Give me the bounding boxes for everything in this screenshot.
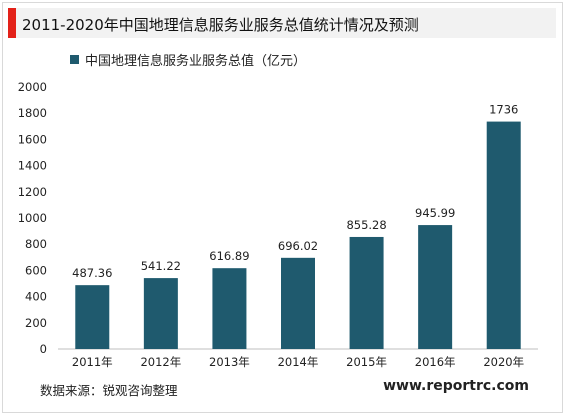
x-tick-label: 2020年 — [483, 355, 524, 369]
y-tick-label: 2000 — [18, 80, 47, 94]
chart-frame — [2, 2, 563, 413]
y-tick-label: 1600 — [18, 132, 47, 146]
y-tick-label: 1000 — [18, 211, 47, 225]
y-tick-label: 1200 — [18, 185, 47, 199]
website-label: www.reportrc.com — [383, 378, 529, 394]
title-bar: 2011-2020年中国地理信息服务业服务总值统计情况及预测 — [8, 8, 556, 38]
bar — [486, 121, 521, 349]
bar — [418, 225, 453, 349]
bar — [75, 285, 110, 349]
bar-value-label: 696.02 — [278, 239, 318, 253]
y-tick-label: 400 — [25, 290, 47, 304]
x-tick-label: 2016年 — [415, 355, 456, 369]
x-tick-label: 2014年 — [278, 355, 319, 369]
y-tick-label: 0 — [40, 342, 47, 356]
bar-value-label: 616.89 — [209, 249, 249, 263]
title-accent-bar — [8, 8, 16, 38]
data-source: 数据来源：锐观咨询整理 — [40, 383, 178, 398]
chart-title: 2011-2020年中国地理信息服务业服务总值统计情况及预测 — [22, 16, 419, 34]
bar-value-label: 541.22 — [141, 259, 181, 273]
x-tick-label: 2012年 — [140, 355, 181, 369]
legend: 中国地理信息服务业服务总值（亿元） — [70, 50, 306, 69]
y-tick-label: 1800 — [18, 106, 47, 120]
legend-label: 中国地理信息服务业服务总值（亿元） — [85, 54, 307, 69]
bar-value-label: 1736 — [489, 103, 518, 117]
bar — [212, 268, 247, 349]
bar — [349, 236, 384, 349]
bar — [143, 278, 178, 349]
x-tick-label: 2015年 — [346, 355, 387, 369]
y-tick-label: 800 — [25, 237, 47, 251]
x-tick-label: 2011年 — [72, 355, 113, 369]
y-tick-label: 1400 — [18, 159, 47, 173]
y-tick-label: 200 — [25, 316, 47, 330]
legend-swatch — [70, 55, 79, 64]
x-tick-label: 2013年 — [209, 355, 250, 369]
y-tick-label: 600 — [25, 263, 47, 277]
bar — [281, 257, 315, 349]
bar-value-label: 855.28 — [346, 218, 386, 232]
bar-value-label: 487.36 — [72, 266, 112, 280]
bar-value-label: 945.99 — [415, 206, 455, 220]
